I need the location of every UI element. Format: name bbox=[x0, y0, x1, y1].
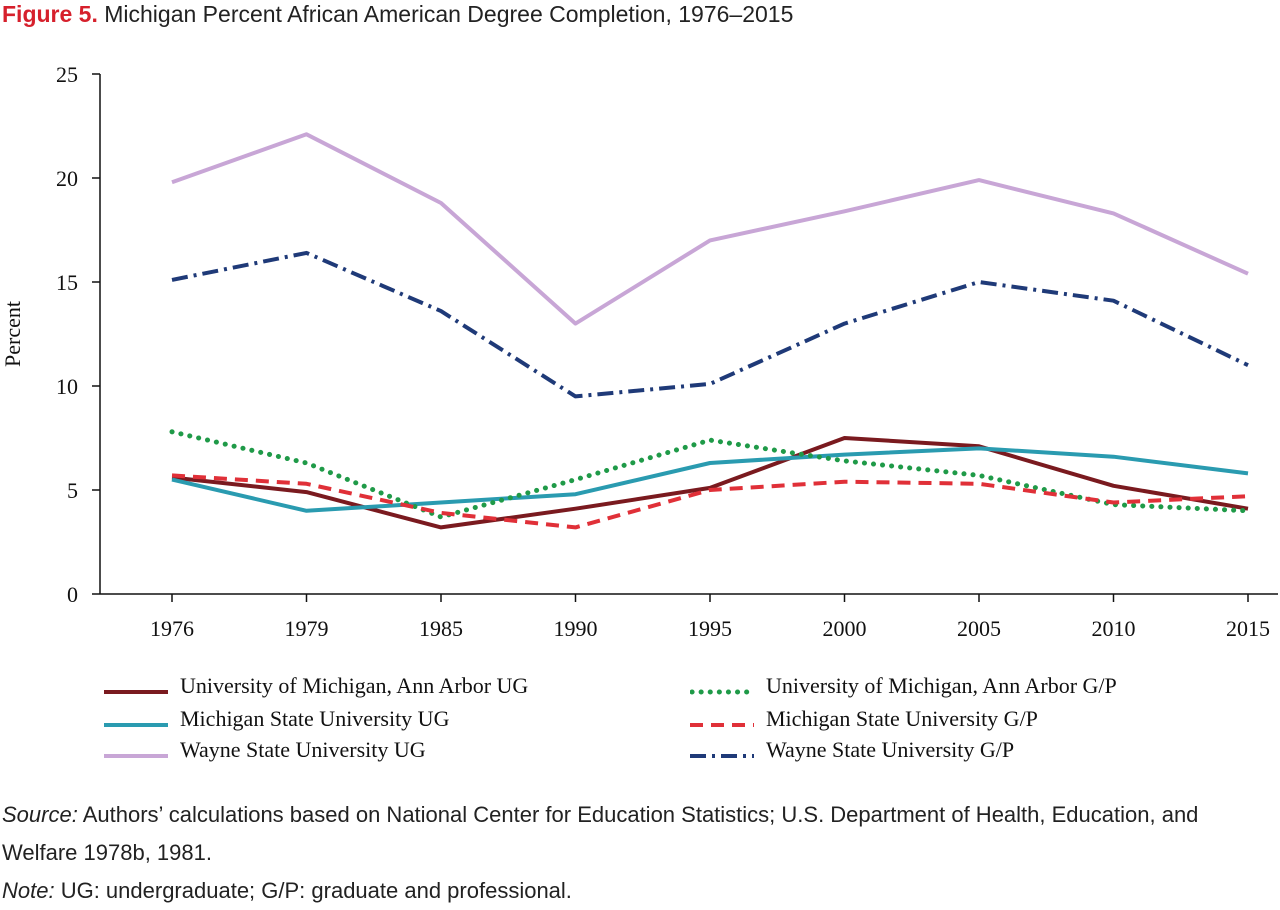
y-tick-label: 0 bbox=[67, 582, 78, 607]
legend-swatch-um-gp bbox=[689, 679, 757, 695]
x-tick-label: 1985 bbox=[419, 616, 463, 641]
y-tick-label: 25 bbox=[56, 62, 78, 87]
legend-item-um-ug: University of Michigan, Ann Arbor UG bbox=[104, 672, 528, 700]
legend-swatch-um-ug bbox=[104, 679, 168, 694]
y-tick-label: 5 bbox=[67, 478, 78, 503]
chart-series-layer bbox=[169, 132, 1251, 530]
series-line bbox=[171, 436, 1249, 530]
legend-label-msu-ug: Michigan State University UG bbox=[180, 706, 450, 731]
figure-label: Figure 5. bbox=[2, 1, 98, 27]
x-tick-label: 1995 bbox=[688, 616, 732, 641]
legend-swatch-msu-ug bbox=[104, 712, 168, 727]
legend-item-wsu-gp: Wayne State University G/P bbox=[690, 736, 1014, 764]
x-tick-label: 1976 bbox=[150, 616, 194, 641]
series-3 bbox=[171, 132, 1249, 326]
y-tick-label: 20 bbox=[56, 166, 78, 191]
source-note: Source: Authors’ calculations based on N… bbox=[2, 796, 1278, 872]
legend-item-um-gp: University of Michigan, Ann Arbor G/P bbox=[689, 672, 1117, 700]
x-tick-label: 1979 bbox=[285, 616, 329, 641]
figure-title-text: Michigan Percent African American Degree… bbox=[104, 1, 794, 27]
series-line bbox=[169, 429, 1251, 520]
legend-swatch-wsu-ug bbox=[104, 743, 168, 758]
series-6 bbox=[171, 250, 1249, 399]
legend-item-msu-gp: Michigan State University G/P bbox=[690, 705, 1038, 733]
legend-label-wsu-gp: Wayne State University G/P bbox=[766, 737, 1015, 762]
source-text: Authors’ calculations based on National … bbox=[2, 802, 1199, 865]
series-4 bbox=[169, 429, 1251, 520]
legend-label-msu-gp: Michigan State University G/P bbox=[766, 706, 1038, 731]
chart-axes: 0 5 10 15 20 25 1976 1979 1985 1990 1995 2000 2005 20… bbox=[0, 62, 1278, 641]
legend-label-wsu-ug: Wayne State University UG bbox=[180, 737, 426, 762]
y-axis-label: Percent bbox=[0, 301, 25, 367]
legend-swatch-msu-gp bbox=[690, 712, 754, 727]
note-text: UG: undergraduate; G/P: graduate and pro… bbox=[54, 878, 572, 903]
abbreviation-note: Note: UG: undergraduate; G/P: graduate a… bbox=[2, 872, 1278, 910]
series-line bbox=[171, 446, 1249, 513]
legend-item-msu-ug: Michigan State University UG bbox=[104, 705, 449, 733]
series-line bbox=[171, 132, 1249, 326]
y-tick-label: 10 bbox=[56, 374, 78, 399]
series-5 bbox=[171, 473, 1249, 530]
x-tick-label: 1990 bbox=[554, 616, 598, 641]
series-line bbox=[171, 250, 1249, 399]
series-1 bbox=[171, 436, 1249, 530]
series-line bbox=[171, 473, 1249, 530]
x-tick-label: 2010 bbox=[1092, 616, 1136, 641]
x-tick-label: 2015 bbox=[1226, 616, 1270, 641]
x-tick-label: 2000 bbox=[823, 616, 867, 641]
line-chart: 0 5 10 15 20 25 1976 1979 1985 1990 1995 2000 2005 20… bbox=[0, 62, 1278, 641]
figure-notes: Source: Authors’ calculations based on N… bbox=[2, 796, 1278, 910]
legend-item-wsu-ug: Wayne State University UG bbox=[104, 736, 426, 764]
y-tick-label: 15 bbox=[56, 270, 78, 295]
source-label: Source: bbox=[2, 802, 78, 827]
x-tick-label: 2005 bbox=[957, 616, 1001, 641]
legend-label-um-gp: University of Michigan, Ann Arbor G/P bbox=[766, 673, 1117, 698]
figure-title: Figure 5. Michigan Percent African Ameri… bbox=[2, 0, 793, 30]
legend-swatch-wsu-gp bbox=[690, 743, 754, 758]
series-2 bbox=[171, 446, 1249, 513]
note-label: Note: bbox=[2, 878, 55, 903]
legend-label-um-ug: University of Michigan, Ann Arbor UG bbox=[180, 673, 529, 698]
